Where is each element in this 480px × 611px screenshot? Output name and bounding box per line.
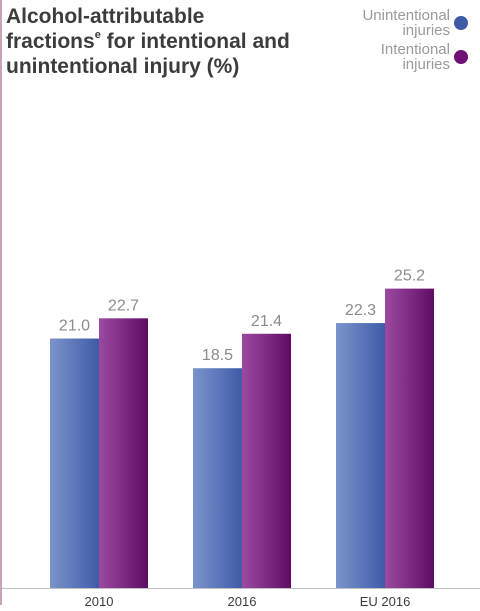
bar-unintentional-2010 bbox=[50, 338, 99, 588]
legend-intentional-line-1: Intentional bbox=[380, 41, 450, 58]
x-tick-label-eu-2016: EU 2016 bbox=[360, 594, 411, 609]
data-label-intentional-eu-2016: 25.2 bbox=[394, 268, 425, 285]
data-label-unintentional-2016: 18.5 bbox=[202, 347, 233, 364]
legend-unintentional-line-2: injuries bbox=[402, 22, 450, 39]
legend-label-unintentional: Unintentional injuries bbox=[362, 8, 450, 38]
chart-legend: Unintentional injuries Intentional injur… bbox=[362, 8, 468, 76]
bar-intentional-eu-2016 bbox=[385, 288, 434, 588]
left-accent-rule bbox=[0, 0, 2, 605]
legend-item-intentional: Intentional injuries bbox=[362, 42, 468, 72]
data-label-unintentional-2010: 21.0 bbox=[59, 318, 90, 335]
data-label-intentional-2010: 22.7 bbox=[108, 297, 139, 314]
title-footnote-marker: e bbox=[94, 29, 101, 41]
legend-swatch-unintentional bbox=[454, 16, 468, 30]
legend-label-intentional: Intentional injuries bbox=[381, 42, 450, 72]
bar-intentional-2016 bbox=[242, 333, 291, 588]
bar-unintentional-eu-2016 bbox=[336, 323, 385, 588]
legend-unintentional-line-1: Unintentional bbox=[362, 7, 450, 24]
legend-item-unintentional: Unintentional injuries bbox=[362, 8, 468, 38]
data-label-intentional-2016: 21.4 bbox=[251, 313, 282, 330]
legend-intentional-line-2: injuries bbox=[402, 56, 450, 73]
x-tick-label-2010: 2010 bbox=[85, 594, 114, 609]
title-line-1: Alcohol-attributable bbox=[6, 5, 205, 28]
title-line-2b: for intentional and bbox=[100, 30, 290, 53]
title-line-3: unintentional injury (%) bbox=[6, 55, 240, 78]
title-line-2a: fractions bbox=[6, 30, 95, 53]
legend-swatch-intentional bbox=[454, 50, 468, 64]
bar-unintentional-2016 bbox=[193, 368, 242, 588]
x-tick-label-2016: 2016 bbox=[228, 594, 257, 609]
bar-intentional-2010 bbox=[99, 318, 148, 588]
data-label-unintentional-eu-2016: 22.3 bbox=[345, 302, 376, 319]
chart-title: Alcohol-attributable fractionse for inte… bbox=[6, 4, 316, 79]
